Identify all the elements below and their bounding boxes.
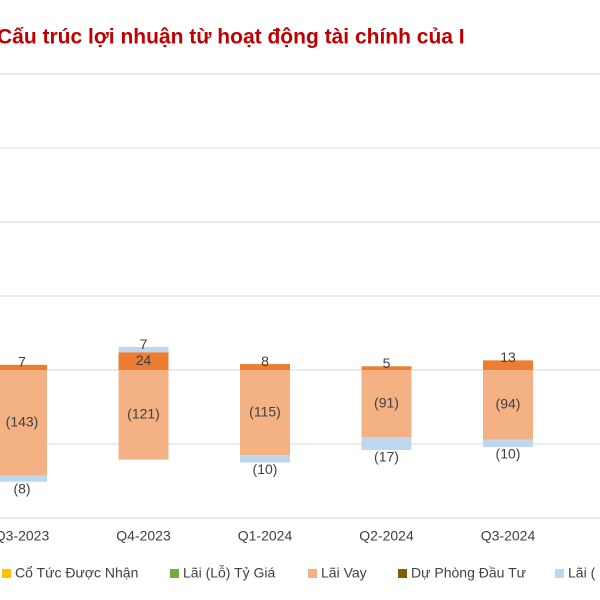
bar-segment <box>118 352 169 370</box>
legend-label: Lãi (Lỗ) Tỷ Giá <box>183 565 276 581</box>
bar-segment <box>361 366 412 370</box>
legend-swatch <box>398 569 407 578</box>
data-label: (143) <box>6 414 39 430</box>
bar-segment <box>0 364 47 370</box>
data-label: (8) <box>13 480 30 496</box>
data-label: (115) <box>249 403 281 419</box>
data-label: (10) <box>253 461 278 477</box>
x-tick-label: Q3-2023 <box>0 528 49 544</box>
legend-swatch <box>2 569 11 578</box>
data-label: (17) <box>374 449 399 465</box>
data-label: (10) <box>496 446 521 462</box>
data-label: 8 <box>261 353 269 369</box>
legend-swatch <box>308 569 317 578</box>
bar-segment <box>483 439 533 447</box>
bar-segment <box>483 370 533 440</box>
legend-swatch <box>170 569 179 578</box>
bar-segment <box>0 475 47 482</box>
data-label: 24 <box>136 352 152 368</box>
legend-label: Cổ Tức Được Nhận <box>15 565 138 581</box>
bar-segment <box>240 364 290 370</box>
bar-segment <box>240 370 290 456</box>
x-tick-label: Q3-2024 <box>481 528 536 544</box>
bar-segment <box>361 370 412 438</box>
legend-label: Lãi ( <box>568 565 596 581</box>
bar-segment <box>483 360 533 370</box>
data-label: (121) <box>127 405 160 421</box>
x-tick-label: Q1-2024 <box>238 528 293 544</box>
bar-segment <box>240 455 290 463</box>
bar-segment <box>361 437 412 450</box>
x-tick-label: Q2-2024 <box>359 528 414 544</box>
legend-label: Lãi Vay <box>321 565 367 581</box>
data-label: (94) <box>496 395 521 411</box>
bar-segment <box>118 370 169 460</box>
legend-swatch <box>555 569 564 578</box>
data-label: 13 <box>500 349 516 365</box>
data-label: 7 <box>140 336 148 352</box>
chart-title: Cấu trúc lợi nhuận từ hoạt động tài chín… <box>0 26 465 49</box>
x-tick-label: Q4-2023 <box>116 528 171 544</box>
bar-segment <box>0 370 47 476</box>
data-label: 5 <box>383 355 391 371</box>
legend-label: Dự Phòng Đầu Tư <box>411 565 526 581</box>
data-label: (91) <box>374 394 399 410</box>
data-label: 7 <box>18 354 26 370</box>
bar-segment <box>118 347 169 353</box>
